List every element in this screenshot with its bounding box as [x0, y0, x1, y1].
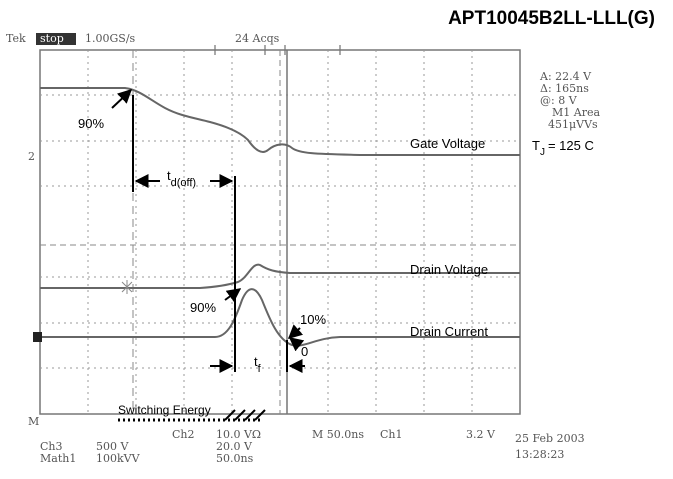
gate-90-label: 90% [78, 116, 104, 131]
status: 50.0ns [216, 452, 254, 465]
acquisitions: 24 Acqs [235, 32, 280, 45]
zero-label: 0 [301, 344, 308, 359]
switching-energy-label: Switching Energy [118, 403, 211, 417]
date: 25 Feb 2003 [515, 432, 585, 445]
drain-voltage-label: Drain Voltage [410, 262, 488, 277]
drain-90-label: 90% [190, 300, 216, 315]
tj-value: = 125 C [548, 138, 594, 153]
arrow [112, 90, 131, 108]
tf-label: tf [254, 354, 262, 375]
tj-symbol: T [532, 138, 540, 153]
sample-rate: 1.00GS/s [85, 32, 136, 45]
status: Ch1 [380, 428, 403, 441]
tf-subscript: f [258, 363, 262, 375]
drain-current-label: Drain Current [410, 324, 488, 339]
drain-10-label: 10% [300, 312, 326, 327]
readout: 451μVVs [548, 118, 598, 131]
tj-subscript: J [540, 147, 545, 158]
math-marker: M [28, 415, 39, 428]
status: M 50.0ns [312, 428, 364, 441]
figure: APT10045B2LL-LLL(G) Tek stop 1.00GS/s 24… [0, 0, 673, 479]
ch2-marker: 2 [28, 150, 35, 163]
time: 13:28:23 [515, 448, 564, 461]
arrow [289, 328, 300, 338]
td-off-label: td(off) [167, 168, 196, 189]
status: 3.2 V [466, 428, 496, 441]
scope-brand: Tek [6, 32, 26, 45]
status: Ch2 [172, 428, 195, 441]
td-subscript: d(off) [171, 177, 196, 189]
status: Math1 [40, 452, 76, 465]
gate-voltage-label: Gate Voltage [410, 136, 485, 151]
scope-state: stop [40, 32, 64, 45]
title: APT10045B2LL-LLL(G) [448, 8, 655, 29]
graticule-grid [40, 50, 520, 414]
ch-marker [33, 332, 42, 342]
status: 100kVV [96, 452, 141, 465]
tj-label: TJ= 125 C [532, 138, 594, 158]
